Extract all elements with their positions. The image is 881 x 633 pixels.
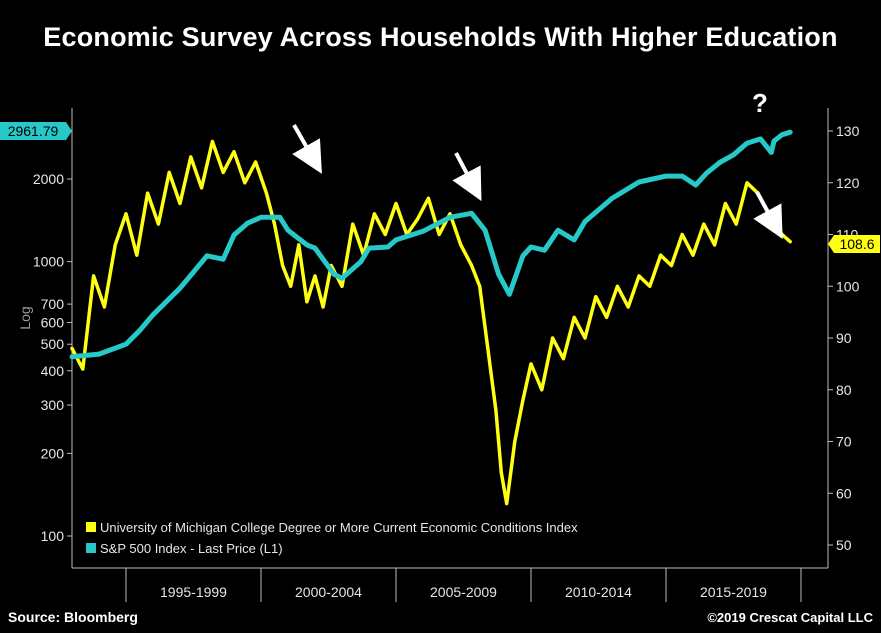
question-mark-annotation: ? — [752, 88, 768, 118]
copyright-note: ©2019 Crescat Capital LLC — [707, 610, 873, 625]
umich-last-value-badge: 108.6 — [828, 235, 880, 253]
sp500-series-line — [69, 129, 793, 360]
right-tick-label: 90 — [836, 330, 852, 346]
left-tick-label: 1000 — [33, 254, 64, 270]
x-tick-label: 2015-2019 — [700, 584, 767, 600]
x-tick-label: 1995-1999 — [160, 584, 227, 600]
x-tick-label: 2010-2014 — [565, 584, 632, 600]
right-tick-label: 80 — [836, 382, 852, 398]
legend-swatch-umich — [86, 522, 96, 532]
legend-label-umich: University of Michigan College Degree or… — [100, 520, 578, 535]
sp500-last-value: 2961.79 — [8, 123, 59, 139]
left-tick-label: 500 — [41, 336, 65, 352]
left-tick-label: 600 — [41, 314, 65, 330]
legend-swatch-sp500 — [86, 543, 96, 553]
arrow-annotation-2019 — [753, 191, 783, 240]
x-tick-label: 2005-2009 — [430, 584, 497, 600]
legend: University of Michigan College Degree or… — [80, 515, 692, 560]
arrow-annotation-2000 — [292, 124, 322, 174]
right-tick-label: 60 — [836, 485, 852, 501]
umich-series-line — [70, 139, 792, 506]
left-axis-scale-label: Log — [17, 306, 33, 329]
left-tick-label: 100 — [41, 528, 65, 544]
source-note: Source: Bloomberg — [8, 609, 138, 625]
left-tick-label: 300 — [41, 397, 65, 413]
right-tick-label: 130 — [836, 123, 860, 139]
left-tick-label: 400 — [41, 363, 65, 379]
sp500-last-value-badge: 2961.79 — [0, 122, 72, 140]
arrow-annotation-2008 — [452, 152, 482, 202]
right-tick-label: 100 — [836, 278, 860, 294]
right-tick-label: 50 — [836, 537, 852, 553]
right-tick-label: 70 — [836, 434, 852, 450]
left-tick-label: 2000 — [33, 171, 64, 187]
x-tick-label: 2000-2004 — [295, 584, 362, 600]
umich-last-value: 108.6 — [839, 236, 874, 252]
left-tick-label: 700 — [41, 296, 65, 312]
chart-title: Economic Survey Across Households With H… — [43, 22, 838, 52]
legend-label-sp500: S&P 500 Index - Last Price (L1) — [100, 541, 283, 556]
left-tick-label: 200 — [41, 445, 65, 461]
right-tick-label: 120 — [836, 175, 860, 191]
